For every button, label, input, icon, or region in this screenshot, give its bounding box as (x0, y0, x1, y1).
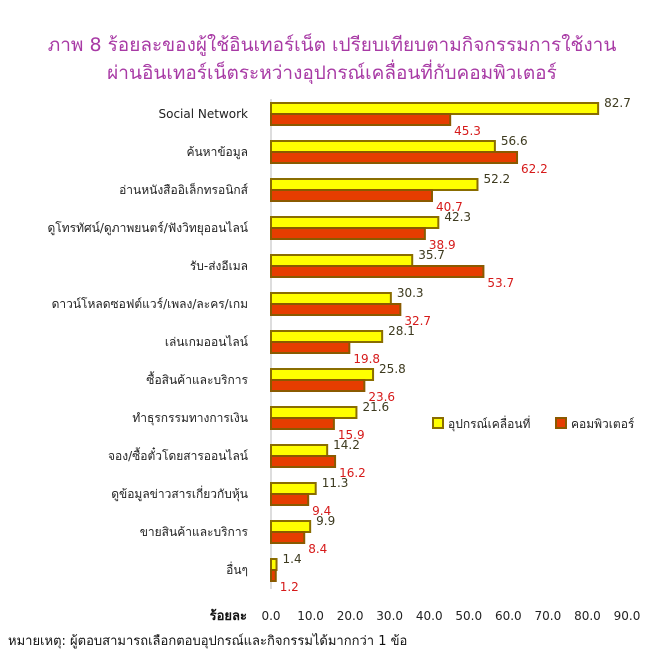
bar (270, 227, 426, 240)
bar (270, 216, 440, 229)
data-label: 45.3 (454, 124, 481, 138)
category-label: รับ-ส่งอีเมล (190, 259, 248, 273)
category-label: อื่นๆ (226, 561, 248, 577)
bar (270, 292, 392, 305)
category-label: เล่นเกมออนไลน์ (165, 335, 248, 349)
category-label: ดูโทรทัศน์/ดูภาพยนตร์/ฟังวิทยุออนไลน์ (48, 221, 249, 236)
data-label: 52.2 (483, 172, 510, 186)
bar (270, 569, 277, 582)
category-label: ค้นหาข้อมูล (186, 145, 248, 160)
data-label: 23.6 (368, 390, 395, 404)
bar (270, 444, 329, 457)
data-label: 9.4 (312, 504, 331, 518)
footnote: หมายเหตุ: ผู้ตอบสามารถเลือกตอบอุปกรณ์และ… (8, 634, 408, 649)
bar (270, 265, 485, 278)
data-label: 11.3 (322, 476, 349, 490)
bar (270, 368, 375, 381)
category-label: Social Network (159, 107, 249, 121)
legend-label: คอมพิวเตอร์ (571, 417, 635, 431)
bar (270, 379, 366, 392)
data-label: 56.6 (501, 134, 528, 148)
bar (270, 341, 351, 354)
data-label: 21.6 (362, 400, 389, 414)
data-label: 53.7 (487, 276, 514, 290)
data-label: 62.2 (521, 162, 548, 176)
data-label: 30.3 (397, 286, 424, 300)
chart-subtitle: ผ่านอินเทอร์เน็ตระหว่างอุปกรณ์เคลื่อนที่… (107, 62, 557, 84)
data-label: 1.2 (280, 580, 299, 594)
bar (270, 520, 312, 533)
legend-swatch (555, 417, 567, 429)
data-label: 82.7 (604, 96, 631, 110)
bar (270, 189, 433, 202)
x-tick-label: 80.0 (574, 609, 601, 623)
x-tick-label: 10.0 (297, 609, 324, 623)
data-label: 1.4 (283, 552, 302, 566)
bar (270, 140, 496, 153)
bar (270, 531, 306, 544)
bar (270, 455, 337, 468)
x-tick-label: 30.0 (376, 609, 403, 623)
data-label: 25.8 (379, 362, 406, 376)
data-label: 9.9 (316, 514, 335, 528)
data-label: 42.3 (444, 210, 471, 224)
data-label: 8.4 (308, 542, 327, 556)
data-label: 28.1 (388, 324, 415, 338)
x-tick-label: 0.0 (261, 609, 280, 623)
category-label: ดาวน์โหลดซอฟต์แวร์/เพลง/ละคร/เกม (52, 297, 248, 311)
x-tick-label: 60.0 (495, 609, 522, 623)
category-label: ซื้อสินค้าและบริการ (146, 371, 248, 387)
legend-swatch (432, 417, 444, 429)
bar (270, 303, 402, 316)
bar (270, 558, 278, 571)
bar (270, 151, 519, 164)
data-label: 40.7 (436, 200, 463, 214)
bar (270, 102, 600, 115)
bar (270, 178, 479, 191)
category-label: ดูข้อมูลข่าวสารเกี่ยวกับหุ้น (111, 485, 248, 502)
data-label: 35.7 (418, 248, 445, 262)
category-label: จอง/ซื้อตั๋วโดยสารออนไลน์ (108, 446, 248, 463)
data-label: 15.9 (338, 428, 365, 442)
bar (270, 417, 335, 430)
bar (270, 330, 384, 343)
category-label: อ่านหนังสืออิเล็กทรอนิกส์ (119, 182, 249, 197)
x-axis-label: ร้อยละ (210, 608, 247, 624)
bar (270, 493, 310, 506)
x-tick-label: 70.0 (535, 609, 562, 623)
data-label: 16.2 (339, 466, 366, 480)
category-label: ขายสินค้าและบริการ (140, 525, 249, 539)
data-label: 32.7 (404, 314, 431, 328)
bar (270, 113, 452, 126)
bar (270, 254, 414, 267)
legend-label: อุปกรณ์เคลื่อนที่ (448, 415, 531, 432)
data-label: 38.9 (429, 238, 456, 252)
data-label: 19.8 (353, 352, 380, 366)
data-label: 14.2 (333, 438, 360, 452)
x-tick-label: 20.0 (337, 609, 364, 623)
x-tick-label: 50.0 (455, 609, 482, 623)
x-tick-label: 90.0 (614, 609, 641, 623)
category-label: ทำธุรกรรมทางการเงิน (132, 411, 248, 426)
bar (270, 406, 358, 419)
chart-title: ภาพ 8 ร้อยละของผู้ใช้อินเทอร์เน็ต เปรียบ… (47, 34, 617, 56)
x-tick-label: 40.0 (416, 609, 443, 623)
bar (270, 482, 317, 495)
